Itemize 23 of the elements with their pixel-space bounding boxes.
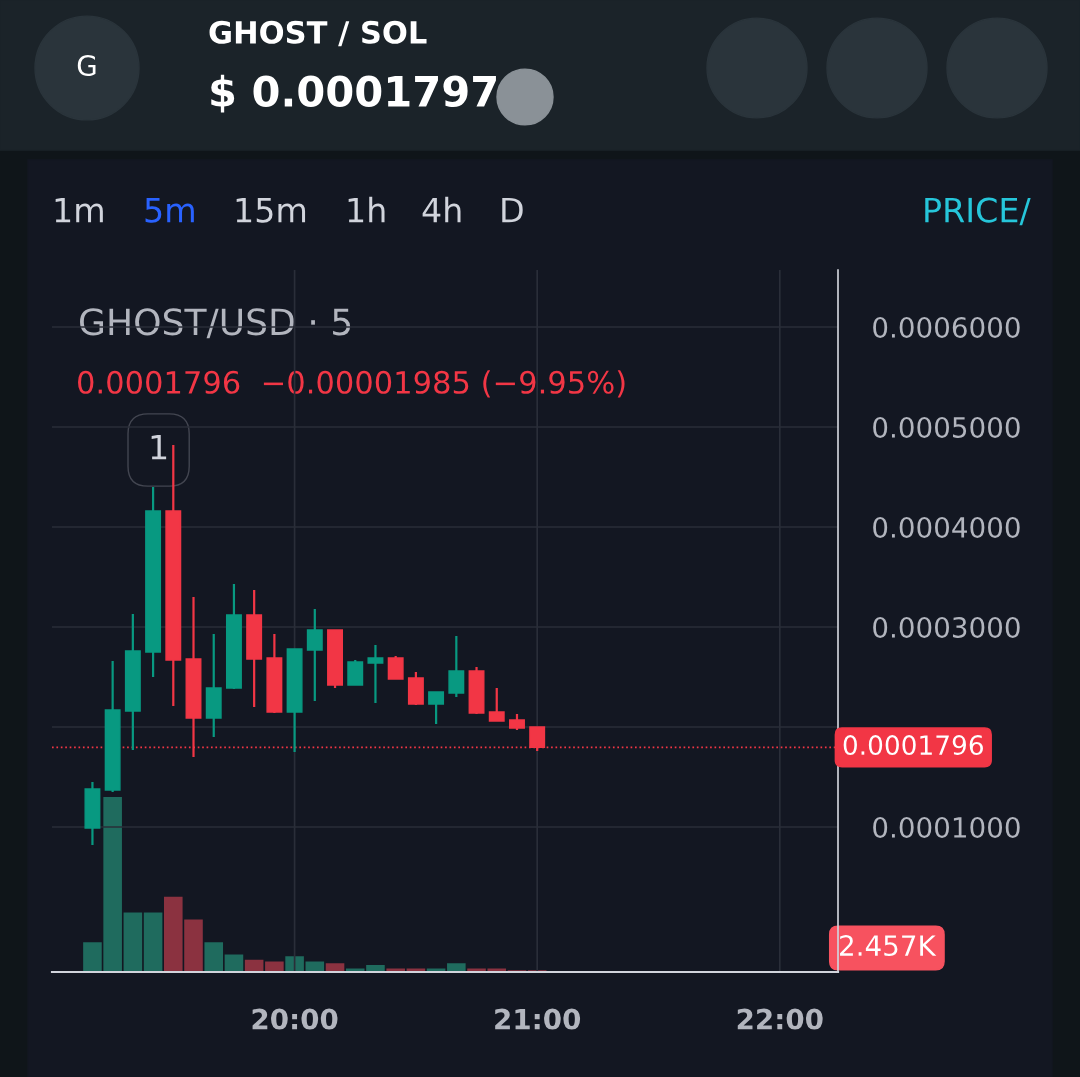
text: G (77, 55, 96, 77)
text: 4h (422, 196, 461, 223)
text: 2.457K (840, 935, 937, 957)
x-tick-label: 20:00 (252, 1008, 338, 1030)
text: 15m (236, 197, 306, 223)
text: GHOST / SOL (209, 20, 427, 47)
x-tick-label: 22:00 (737, 1008, 823, 1030)
y-tick-label: 0.0006000 (873, 316, 1020, 338)
text: D (502, 197, 523, 223)
text: 1h (348, 196, 385, 223)
text: $ 0.0001797 (211, 74, 496, 113)
text: GHOST/USD · 5 (80, 308, 351, 339)
x-tick-label: 21:00 (495, 1008, 581, 1030)
y-tick-label: 0.0004000 (873, 516, 1020, 538)
text: 1m (55, 197, 103, 223)
y-tick-label: 0.0003000 (873, 616, 1020, 638)
y-tick-label: 0.0001000 (873, 816, 1020, 838)
text: 0.0001796 −0.00001985 (−9.95%) (78, 370, 625, 398)
text: 5m (145, 197, 194, 223)
annotation: 1 (151, 434, 167, 460)
ref-line-label: 0.0001796 (843, 735, 983, 756)
y-tick-label: 0.0005000 (873, 416, 1020, 438)
text: PRICE/ (925, 197, 1031, 226)
